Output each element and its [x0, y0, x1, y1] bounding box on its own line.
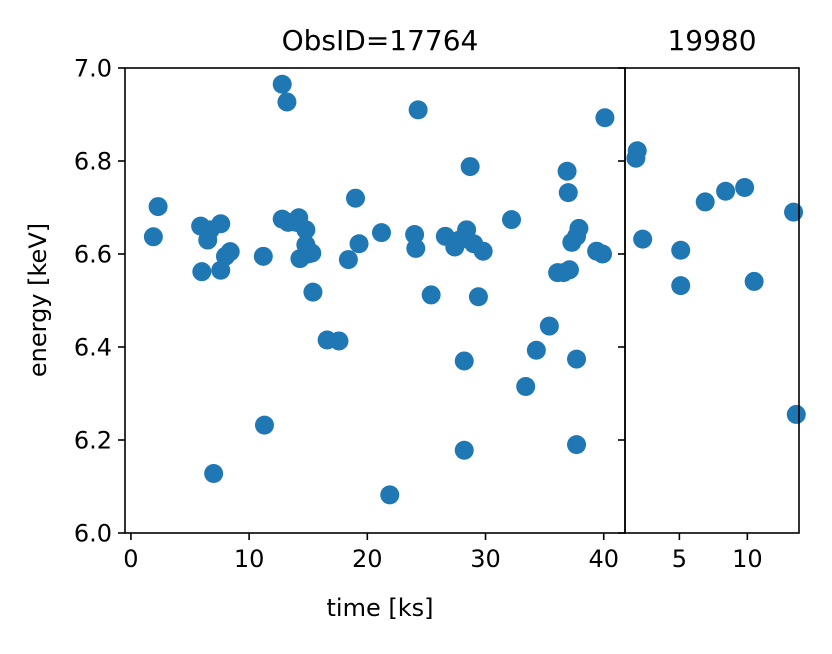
- right-x-axis: 5 10: [672, 533, 763, 573]
- left-data-point-44: [468, 287, 488, 307]
- y-tick-label-3: 6.6: [74, 241, 112, 269]
- left-x-tick-label-1: 10: [234, 545, 265, 573]
- right-x-tick-label-0: 5: [672, 545, 687, 573]
- left-data-point-47: [516, 377, 536, 397]
- left-data-point-28: [346, 188, 365, 208]
- y-axis-label: energy [keV]: [24, 223, 52, 377]
- left-data-point-26: [329, 331, 349, 351]
- left-data-point-61: [593, 244, 613, 264]
- right-data-point-6: [716, 181, 736, 201]
- left-data-point-7: [211, 214, 231, 234]
- left-x-tick-label-2: 20: [352, 545, 383, 573]
- right-data-point-4: [671, 276, 691, 296]
- left-data-point-20: [296, 220, 316, 240]
- y-tick-label-5: 7.0: [74, 55, 112, 83]
- left-data-point-59: [569, 218, 589, 238]
- left-data-point-11: [253, 246, 273, 266]
- left-data-point-29: [349, 234, 369, 254]
- y-tick-label-0: 6.0: [74, 520, 112, 548]
- left-data-point-24: [303, 282, 323, 302]
- right-x-tick-label-1: 10: [732, 545, 763, 573]
- left-data-point-15: [277, 92, 297, 112]
- right-data-point-3: [671, 240, 691, 260]
- right-panel-points: [626, 141, 806, 424]
- left-data-point-62: [595, 108, 615, 128]
- left-data-point-27: [338, 250, 358, 270]
- left-data-point-40: [454, 440, 474, 460]
- left-x-axis: 0 10 20 30 40: [123, 533, 619, 573]
- right-data-point-1: [627, 141, 647, 161]
- right-data-point-7: [735, 178, 755, 197]
- left-data-point-12: [254, 415, 274, 435]
- left-panel-title: ObsID=17764: [282, 24, 479, 57]
- left-data-point-54: [559, 260, 579, 280]
- left-data-point-52: [557, 161, 577, 181]
- left-data-point-45: [473, 241, 493, 261]
- left-data-point-48: [526, 340, 546, 360]
- right-data-point-5: [695, 192, 715, 212]
- right-data-point-10: [786, 404, 806, 424]
- left-y-axis: 6.0 6.2 6.4 6.6 6.8 7.0: [74, 55, 125, 548]
- left-data-point-33: [406, 238, 426, 258]
- left-panel-points: [143, 74, 615, 505]
- right-panel-title: 19980: [667, 24, 756, 57]
- left-data-point-58: [567, 435, 587, 455]
- right-panel-frame: [624, 67, 800, 534]
- left-data-point-0: [143, 227, 163, 247]
- left-data-point-39: [454, 351, 474, 371]
- left-data-point-10: [220, 242, 240, 262]
- left-data-point-57: [567, 349, 587, 369]
- y-tick-label-1: 6.2: [74, 427, 112, 455]
- right-data-point-9: [784, 202, 804, 222]
- left-data-point-3: [192, 262, 212, 282]
- left-data-point-6: [204, 463, 224, 483]
- x-axis-label: time [ks]: [327, 594, 434, 622]
- right-y-ticks: [618, 67, 625, 534]
- left-data-point-1: [148, 197, 168, 217]
- left-x-tick-label-0: 0: [123, 545, 138, 573]
- left-data-point-34: [408, 100, 428, 120]
- left-data-point-35: [421, 285, 441, 305]
- left-data-point-49: [539, 316, 559, 336]
- left-data-point-30: [372, 223, 391, 243]
- left-data-point-31: [380, 485, 400, 505]
- left-x-tick-label-3: 30: [470, 545, 501, 573]
- left-x-tick-label-4: 40: [588, 545, 619, 573]
- left-data-point-32: [405, 224, 425, 244]
- y-tick-label-2: 6.4: [74, 334, 112, 362]
- left-data-point-13: [272, 74, 292, 94]
- y-tick-label-4: 6.8: [74, 148, 112, 176]
- left-data-point-53: [558, 183, 578, 203]
- left-data-point-46: [502, 210, 522, 230]
- left-data-point-42: [460, 157, 480, 177]
- left-data-point-23: [302, 243, 322, 263]
- right-data-point-2: [633, 229, 653, 249]
- left-panel-frame: [124, 67, 626, 534]
- right-data-point-8: [744, 271, 764, 291]
